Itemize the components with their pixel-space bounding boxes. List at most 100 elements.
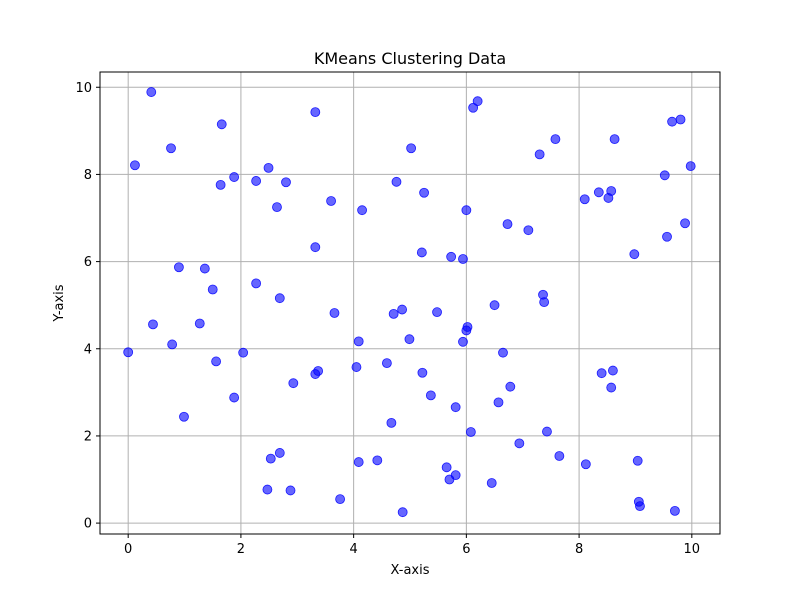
- data-point: [174, 262, 184, 273]
- data-point: [450, 402, 461, 413]
- data-point: [462, 322, 473, 332]
- data-point: [502, 219, 513, 230]
- data-point: [179, 411, 189, 422]
- data-point: [554, 451, 565, 461]
- data-point: [274, 293, 285, 304]
- data-point: [514, 438, 525, 449]
- data-point: [281, 177, 291, 188]
- data-point: [450, 470, 461, 481]
- data-point: [608, 365, 618, 376]
- data-point: [670, 505, 680, 516]
- data-point: [425, 390, 436, 401]
- data-point: [397, 507, 408, 518]
- data-point: [211, 356, 222, 367]
- data-point: [523, 225, 534, 236]
- data-point: [498, 347, 508, 358]
- data-point: [263, 162, 274, 173]
- y-axis-label: Y-axis: [52, 284, 67, 322]
- data-point: [542, 426, 552, 437]
- data-point: [272, 202, 282, 213]
- data-point: [486, 478, 497, 488]
- data-point: [353, 336, 364, 347]
- data-point: [229, 172, 240, 182]
- data-point: [417, 367, 428, 378]
- data-point: [629, 249, 640, 260]
- grid: [100, 72, 720, 534]
- data-point: [493, 397, 504, 408]
- data-point: [461, 205, 472, 216]
- data-point: [326, 196, 336, 206]
- data-point: [419, 187, 429, 198]
- y-tick-label: 2: [84, 429, 92, 444]
- data-point: [123, 347, 134, 358]
- axis-ticks: 0 2 4 6 8 10 0 2 4 6 8 10: [75, 81, 700, 557]
- data-point: [550, 134, 561, 145]
- data-point: [685, 161, 696, 172]
- data-point: [207, 284, 218, 295]
- data-point: [388, 308, 399, 319]
- data-point: [166, 143, 176, 154]
- data-point: [416, 247, 427, 258]
- data-point: [505, 381, 516, 392]
- data-point: [329, 308, 340, 318]
- data-point: [465, 427, 476, 437]
- data-point: [216, 119, 227, 130]
- data-point: [130, 160, 140, 171]
- data-point: [229, 392, 240, 403]
- data-point: [432, 307, 442, 318]
- data-point: [489, 300, 500, 311]
- x-tick-label: 2: [237, 542, 245, 557]
- data-point: [580, 459, 591, 470]
- data-point: [199, 263, 210, 274]
- data-point: [381, 358, 392, 369]
- data-point: [167, 339, 178, 350]
- data-point: [680, 218, 690, 229]
- x-tick-label: 6: [462, 542, 470, 557]
- data-point: [353, 457, 364, 467]
- data-point: [288, 378, 299, 389]
- data-point: [593, 187, 604, 198]
- data-point: [251, 176, 262, 186]
- data-point: [458, 254, 468, 264]
- data-point: [441, 462, 452, 473]
- chart-title: KMeans Clustering Data: [314, 49, 506, 68]
- data-point: [606, 382, 617, 393]
- data-point: [313, 366, 324, 376]
- data-point: [310, 242, 321, 253]
- data-point: [472, 96, 483, 107]
- data-point: [606, 186, 617, 196]
- data-point: [335, 494, 346, 505]
- data-points: [123, 87, 696, 518]
- data-point: [265, 453, 276, 464]
- data-point: [458, 336, 468, 347]
- x-tick-label: 8: [575, 542, 583, 557]
- data-point: [446, 251, 457, 262]
- x-tick-label: 4: [349, 542, 357, 557]
- x-tick-label: 0: [124, 542, 132, 557]
- data-point: [404, 334, 415, 345]
- data-point: [539, 297, 550, 308]
- data-point: [397, 304, 408, 315]
- data-point: [274, 448, 285, 458]
- data-point: [372, 455, 383, 466]
- data-point: [251, 278, 262, 289]
- data-point: [215, 179, 226, 190]
- data-point: [146, 87, 157, 97]
- data-point: [675, 114, 686, 125]
- data-point: [238, 347, 249, 358]
- data-point: [391, 176, 402, 187]
- data-point: [310, 107, 321, 117]
- data-point: [386, 417, 397, 428]
- y-tick-label: 8: [84, 168, 92, 183]
- y-tick-label: 10: [75, 81, 92, 96]
- data-point: [659, 170, 670, 181]
- data-point: [194, 318, 205, 329]
- plot-frame: [99, 71, 721, 535]
- data-point: [632, 455, 643, 466]
- data-point: [285, 485, 296, 496]
- data-point: [635, 501, 645, 512]
- data-point: [609, 134, 620, 145]
- data-point: [406, 143, 417, 154]
- data-point: [579, 194, 590, 205]
